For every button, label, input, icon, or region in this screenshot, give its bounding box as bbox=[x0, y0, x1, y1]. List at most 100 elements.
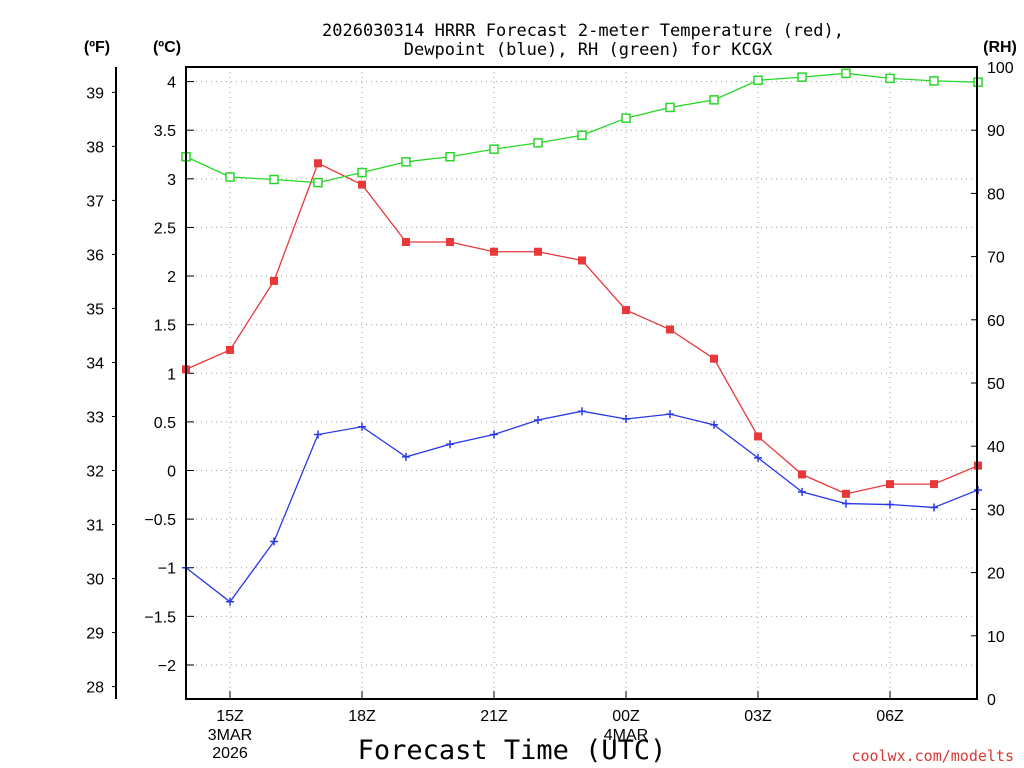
dewpoint-point bbox=[490, 430, 498, 439]
time-tick-label: 06Z bbox=[876, 708, 904, 725]
rh-point bbox=[577, 130, 587, 141]
dewpoint-point bbox=[226, 597, 234, 606]
fahrenheit-tick-label: 38 bbox=[86, 139, 104, 156]
fahrenheit-tick-label: 32 bbox=[86, 464, 104, 481]
dewpoint-point bbox=[314, 430, 322, 439]
temperature-point bbox=[842, 489, 850, 498]
fahrenheit-tick-label: 36 bbox=[86, 247, 104, 264]
fahrenheit-tick-label: 39 bbox=[86, 85, 104, 102]
rh-tick-label: 0 bbox=[987, 692, 996, 709]
dewpoint-line bbox=[185, 410, 979, 603]
dewpoint-point bbox=[358, 422, 366, 431]
plot-frame bbox=[185, 66, 978, 700]
temperature-point bbox=[886, 480, 894, 489]
temperature-point bbox=[710, 354, 718, 363]
temperature-point bbox=[446, 238, 454, 247]
rh-point bbox=[357, 167, 367, 178]
temperature-point bbox=[754, 432, 762, 441]
dewpoint-point bbox=[842, 499, 850, 508]
rh-tick-label: 10 bbox=[987, 629, 1005, 646]
time-tick-label: 15Z bbox=[216, 708, 244, 725]
temperature-point bbox=[490, 247, 498, 256]
rh-axis-label: (RH) bbox=[983, 39, 1017, 56]
chart-title-line2: Dewpoint (blue), RH (green) for KCGX bbox=[404, 40, 773, 60]
rh-point bbox=[313, 177, 323, 188]
rh-point bbox=[445, 151, 455, 162]
rh-tick-label: 80 bbox=[987, 186, 1005, 203]
rh-tick-label: 40 bbox=[987, 439, 1005, 456]
celsius-tick-label: 1 bbox=[167, 366, 176, 383]
celsius-tick-label: −0.5 bbox=[144, 512, 176, 529]
celsius-tick-label: 4 bbox=[167, 75, 176, 92]
rh-tick-label: 70 bbox=[987, 250, 1005, 267]
date-label: 2026 bbox=[212, 745, 248, 762]
rh-tick-label: 20 bbox=[987, 566, 1005, 583]
rh-point bbox=[665, 102, 675, 113]
rh-axis: 0 10 20 30 40 50 60 70 80 90 100 bbox=[971, 60, 1014, 709]
x-axis-title: Forecast Time (UTC) bbox=[358, 735, 667, 766]
celsius-tick-label: −1 bbox=[158, 561, 176, 578]
rh-point bbox=[401, 157, 411, 167]
celsius-tick-label: 0.5 bbox=[154, 415, 176, 432]
rh-point bbox=[489, 144, 499, 154]
dewpoint-point bbox=[578, 407, 586, 416]
chart-title-line1: 2026030314 HRRR Forecast 2-meter Tempera… bbox=[322, 21, 844, 41]
dewpoint-point bbox=[270, 537, 278, 546]
date-label: 3MAR bbox=[208, 727, 252, 744]
time-tick-label: 18Z bbox=[348, 708, 376, 725]
date-label: 4MAR bbox=[604, 727, 648, 744]
fahrenheit-tick-label: 37 bbox=[86, 193, 104, 210]
rh-point bbox=[885, 73, 895, 84]
rh-point bbox=[929, 76, 939, 86]
dewpoint-point bbox=[886, 500, 894, 509]
rh-tick-label: 100 bbox=[987, 60, 1014, 77]
dewpoint-point bbox=[534, 415, 542, 424]
dewpoint-point bbox=[446, 440, 454, 449]
celsius-tick-label: 2.5 bbox=[154, 220, 176, 237]
time-tick-label: 03Z bbox=[744, 708, 772, 725]
rh-point bbox=[621, 113, 631, 123]
dewpoint-point bbox=[798, 487, 806, 496]
dewpoint-point bbox=[402, 452, 410, 461]
celsius-axis: −2 −1.5 −1 −0.5 0 0.5 1 1.5 2 2.5 3 3.5 4 bbox=[144, 75, 194, 675]
temperature-point bbox=[314, 159, 322, 168]
rh-point bbox=[797, 72, 807, 82]
dewpoint-point bbox=[666, 410, 674, 419]
fahrenheit-tick-label: 28 bbox=[86, 680, 104, 697]
rh-point bbox=[709, 95, 719, 105]
rh-point bbox=[841, 68, 851, 79]
fahrenheit-tick-label: 33 bbox=[86, 409, 104, 426]
temperature-point bbox=[402, 238, 410, 247]
celsius-tick-label: 3.5 bbox=[154, 123, 176, 140]
rh-tick-label: 50 bbox=[987, 376, 1005, 393]
dewpoint-point bbox=[622, 414, 630, 423]
celsius-tick-label: 0 bbox=[167, 464, 176, 481]
time-tick-label: 21Z bbox=[480, 708, 508, 725]
rh-line bbox=[185, 72, 979, 184]
temperature-line bbox=[185, 162, 979, 495]
celsius-tick-label: 3 bbox=[167, 172, 176, 189]
temperature-point bbox=[226, 345, 234, 354]
fahrenheit-tick-label: 34 bbox=[86, 355, 104, 372]
rh-tick-label: 30 bbox=[987, 502, 1005, 519]
temperature-point bbox=[358, 180, 366, 189]
dewpoint-point bbox=[930, 503, 938, 512]
rh-point bbox=[269, 174, 279, 185]
fahrenheit-axis-label: (ºF) bbox=[84, 39, 110, 56]
celsius-tick-label: −2 bbox=[158, 658, 176, 675]
temperature-point bbox=[798, 470, 806, 479]
temperature-point bbox=[622, 306, 630, 315]
fahrenheit-tick-label: 31 bbox=[86, 518, 104, 535]
celsius-tick-label: 1.5 bbox=[154, 318, 176, 335]
rh-tick-label: 60 bbox=[987, 313, 1005, 330]
fahrenheit-tick-label: 30 bbox=[86, 572, 104, 589]
temperature-point bbox=[270, 276, 278, 285]
time-tick-label: 00Z bbox=[612, 708, 640, 725]
celsius-tick-label: −1.5 bbox=[144, 609, 176, 626]
dewpoint-point bbox=[710, 420, 718, 429]
temperature-point bbox=[578, 256, 586, 265]
rh-point bbox=[533, 138, 543, 148]
celsius-tick-label: 2 bbox=[167, 269, 176, 286]
